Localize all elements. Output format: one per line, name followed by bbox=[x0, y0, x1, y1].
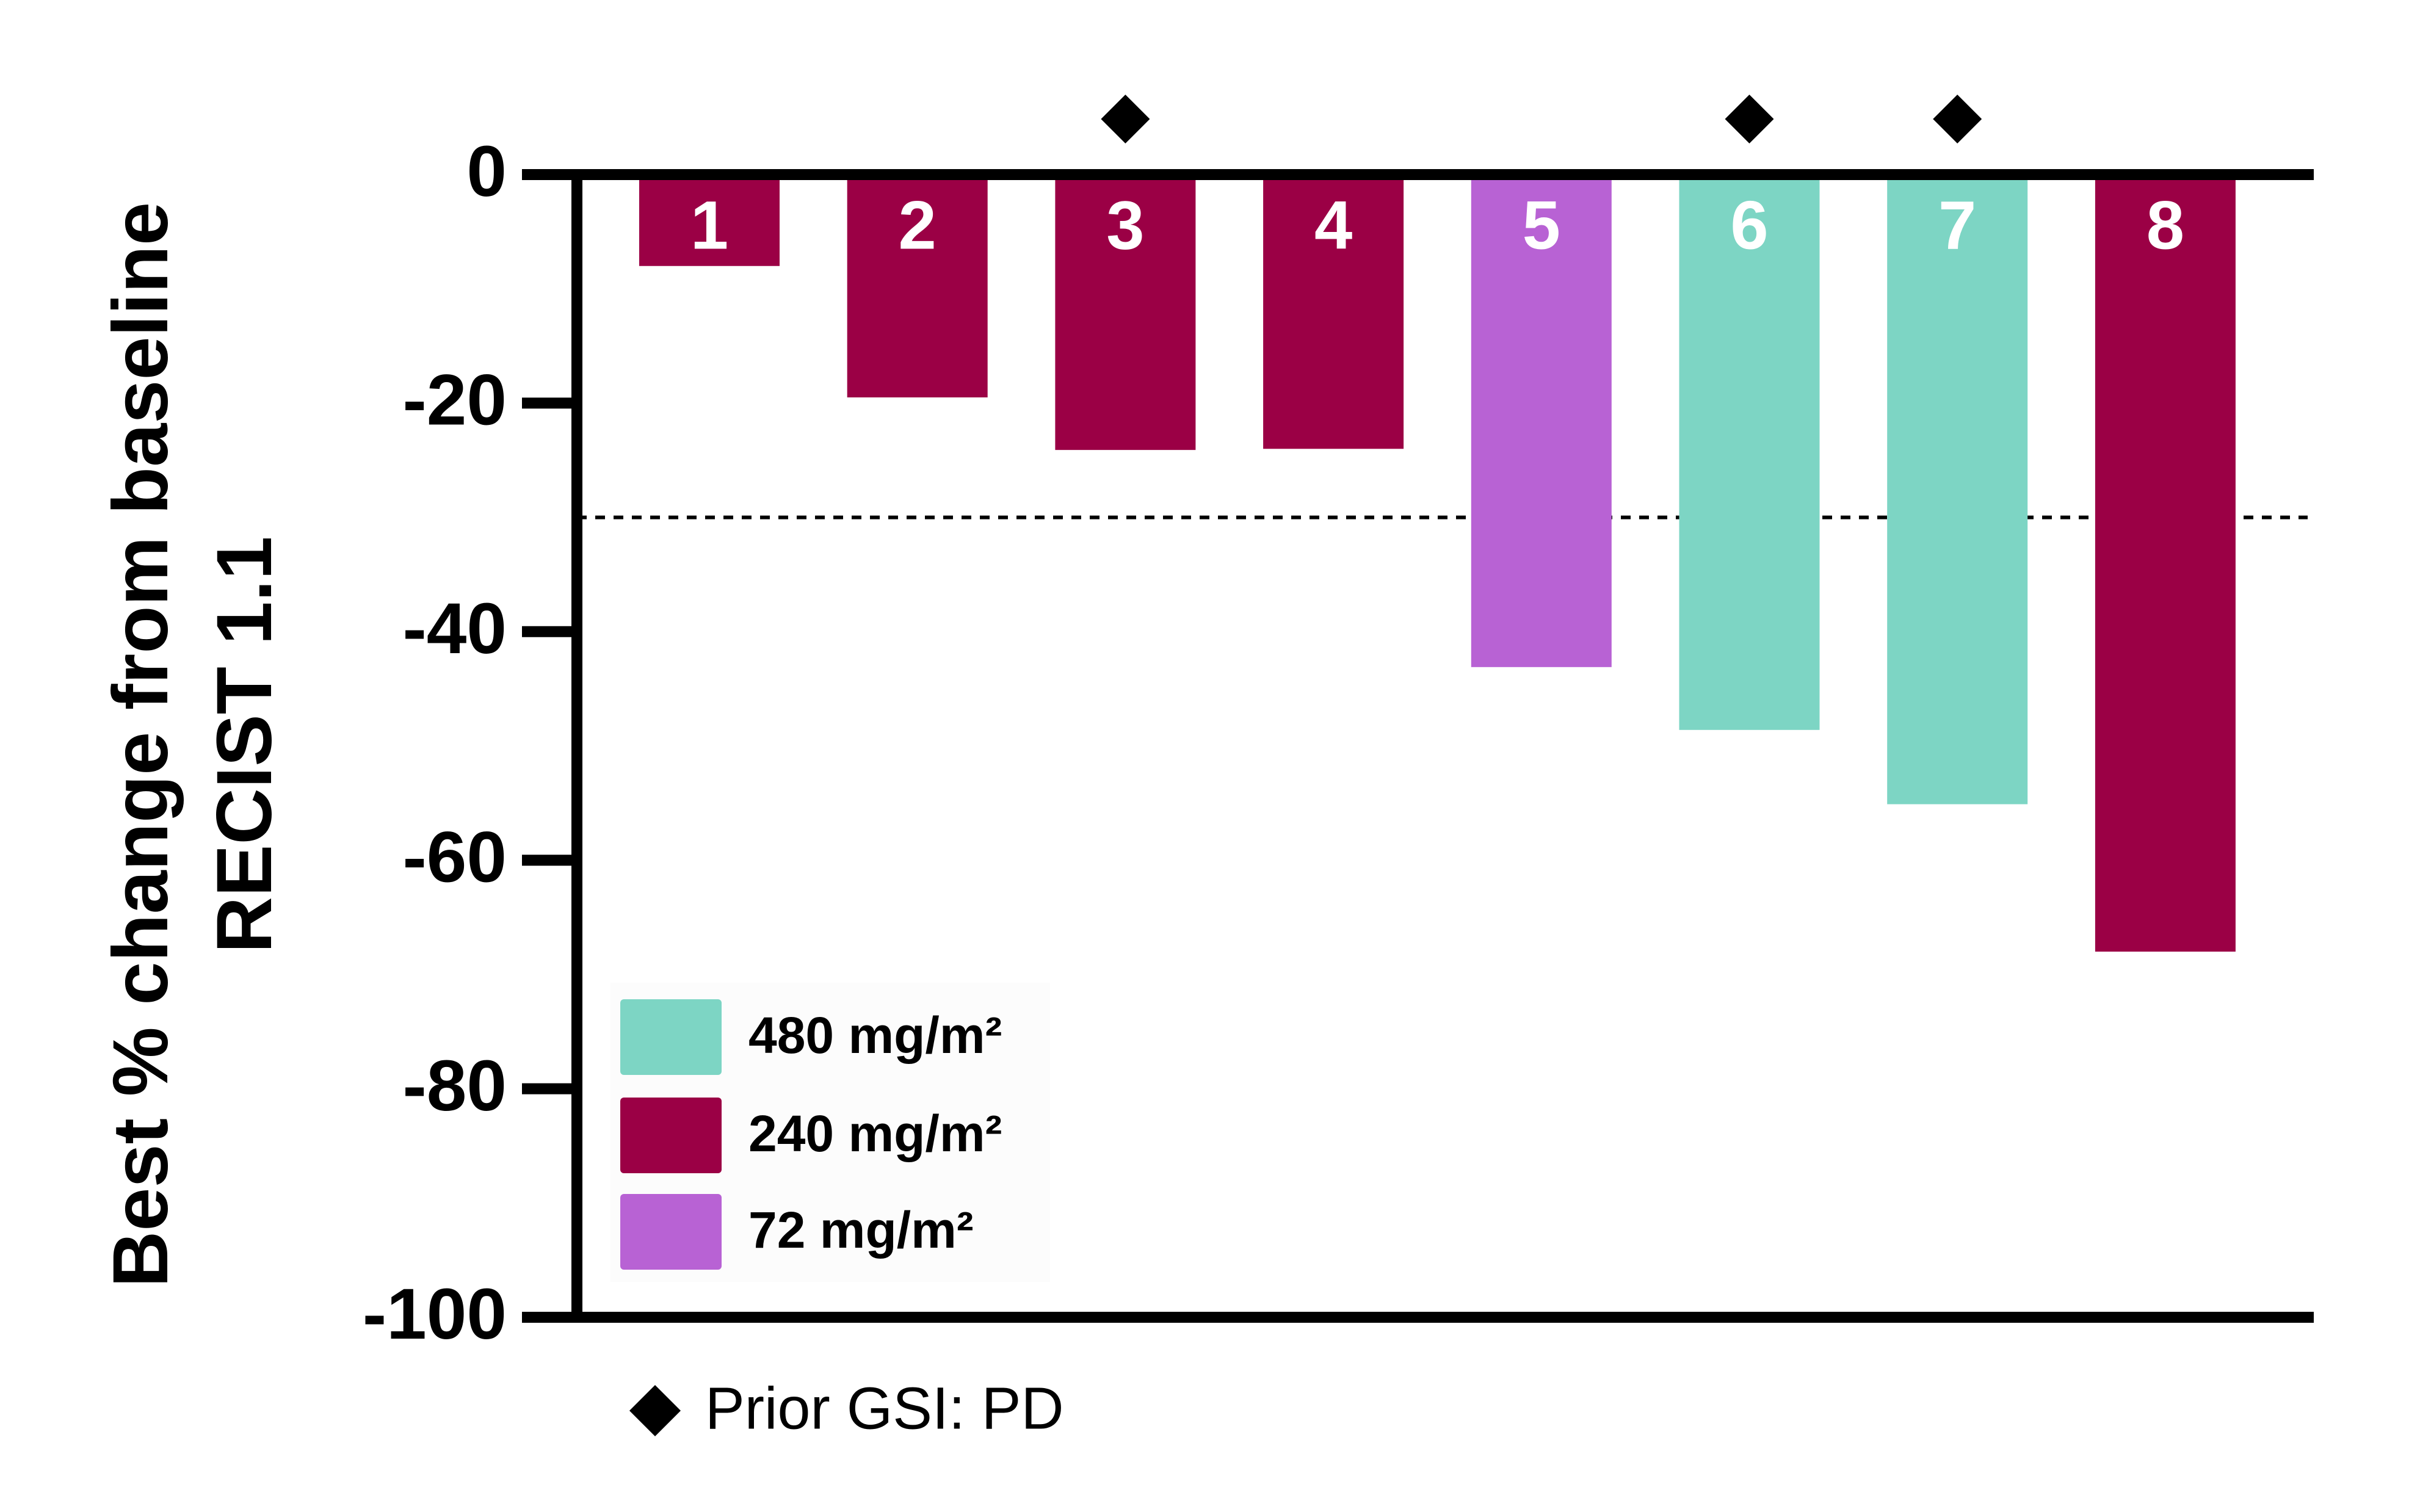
bar bbox=[1471, 175, 1612, 667]
bar bbox=[1887, 175, 2028, 805]
category-label: 3 bbox=[1106, 187, 1144, 264]
prior-gsi-marker bbox=[1101, 95, 1150, 143]
y-tick-label: -80 bbox=[402, 1046, 507, 1126]
bar bbox=[1055, 175, 1196, 450]
category-label: 5 bbox=[1523, 187, 1560, 264]
marker-legend-label: Prior GSI: PD bbox=[705, 1375, 1064, 1442]
y-tick-label: -100 bbox=[363, 1274, 507, 1355]
bar bbox=[847, 175, 988, 398]
legend-swatch bbox=[620, 1098, 722, 1173]
legend-label: 480 mg/m² bbox=[748, 1007, 1002, 1064]
prior-gsi-marker bbox=[1725, 95, 1774, 143]
category-label: 2 bbox=[899, 187, 936, 264]
legend-swatch bbox=[620, 1194, 722, 1270]
y-tick-label: -40 bbox=[402, 588, 507, 669]
marker-legend-symbol bbox=[629, 1385, 681, 1436]
bar bbox=[639, 175, 780, 266]
category-label: 1 bbox=[690, 187, 728, 264]
legend-label: 72 mg/m² bbox=[748, 1201, 974, 1259]
y-tick-label: -60 bbox=[402, 817, 507, 897]
category-label: 7 bbox=[1938, 187, 1976, 264]
bar bbox=[1263, 175, 1404, 449]
y-axis-label: RECIST 1.1 bbox=[201, 537, 288, 953]
category-label: 6 bbox=[1730, 187, 1768, 264]
bar bbox=[2095, 175, 2236, 952]
legend-swatch bbox=[620, 999, 722, 1075]
y-tick-label: -20 bbox=[402, 360, 507, 441]
y-tick-label: 0 bbox=[466, 131, 507, 212]
category-label: 8 bbox=[2146, 187, 2184, 264]
bar bbox=[1679, 175, 1820, 730]
prior-gsi-marker bbox=[1933, 95, 1982, 143]
category-label: 4 bbox=[1314, 187, 1352, 264]
y-axis-label: Best % change from baseline bbox=[97, 202, 184, 1287]
legend-label: 240 mg/m² bbox=[748, 1105, 1002, 1162]
